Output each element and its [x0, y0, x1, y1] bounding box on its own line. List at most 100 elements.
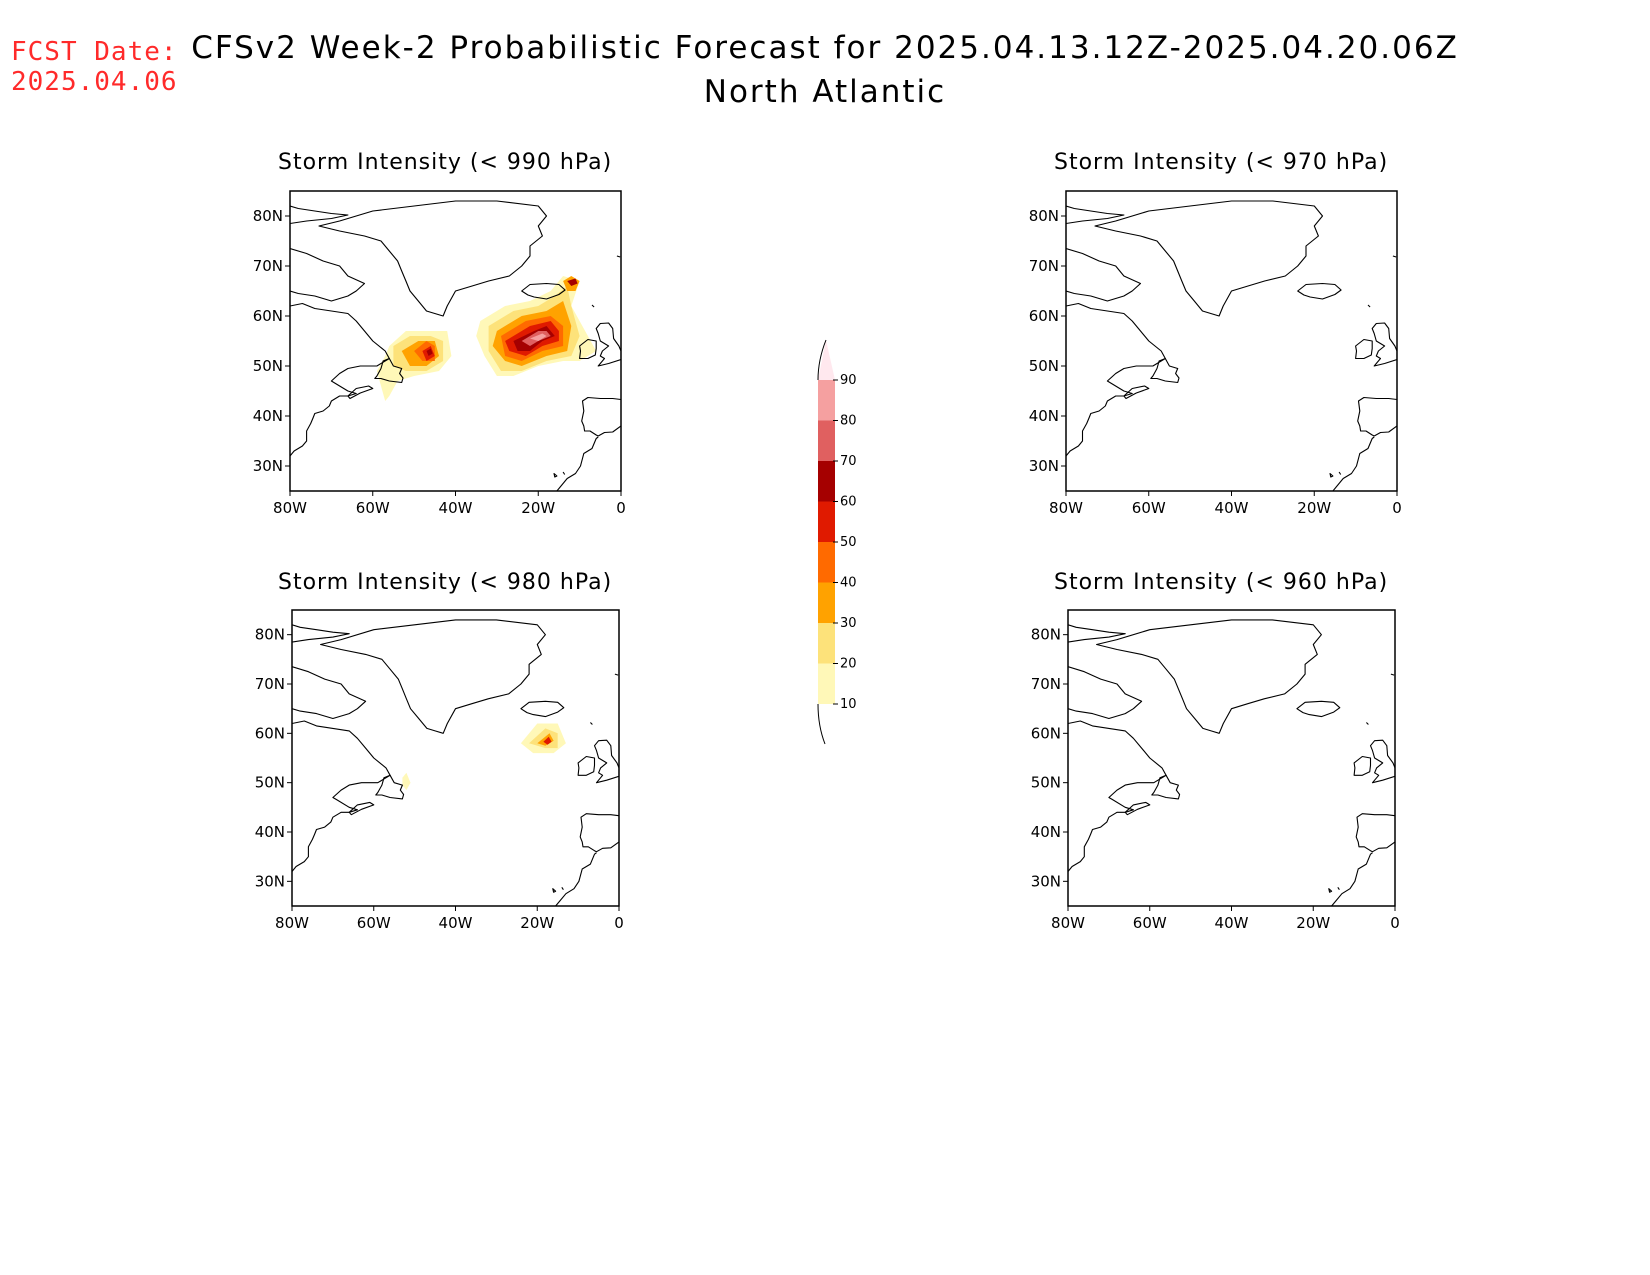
- lon-label: 40W: [439, 914, 473, 932]
- lat-label: 70N: [1029, 257, 1059, 275]
- lon-label: 40W: [439, 499, 473, 517]
- lon-label: 20W: [1296, 914, 1330, 932]
- map-content: [1068, 619, 1395, 906]
- lat-label: 30N: [1031, 872, 1061, 890]
- coastline-iceland: [521, 282, 566, 300]
- coastline-iceland: [520, 700, 565, 718]
- coastline-canary2: [1338, 471, 1342, 475]
- lat-label: 80N: [1029, 207, 1059, 225]
- coastline-novaScotia: [1124, 801, 1151, 816]
- lon-label: 60W: [1132, 499, 1166, 517]
- coastline-iceland: [1297, 282, 1342, 300]
- coastline-iberia: [1355, 813, 1395, 853]
- coastline-canary: [552, 888, 557, 893]
- colorbar-swatch-80: [818, 380, 835, 421]
- colorbar-lower-edge: [817, 703, 826, 745]
- coastline-novaScotia: [347, 385, 374, 400]
- probability-region-80: [530, 333, 547, 341]
- colorbar-label-50: 50: [840, 535, 857, 550]
- coastline-labrador: [1066, 302, 1166, 457]
- lat-label: 40N: [255, 823, 285, 841]
- colorbar-label-90: 90: [840, 373, 857, 388]
- colorbar-swatch-20: [818, 623, 835, 664]
- coastline-svalbardHint: [614, 673, 619, 676]
- coastline-faroe: [591, 304, 595, 308]
- coastline-svalbardHint: [616, 255, 621, 258]
- lat-label: 50N: [255, 774, 285, 792]
- coastline-baffin: [292, 666, 367, 720]
- colorbar-swatch-30: [818, 582, 835, 623]
- lon-label: 0: [614, 914, 624, 932]
- lat-label: 50N: [1029, 357, 1059, 375]
- colorbar-label-70: 70: [840, 454, 857, 469]
- colorbar-swatch-60: [818, 461, 835, 502]
- coastline-greenland: [320, 619, 546, 734]
- lon-label: 60W: [1133, 914, 1167, 932]
- coastline-britain: [1371, 322, 1397, 367]
- lon-label: 80W: [275, 914, 309, 932]
- coastline-ireland: [1355, 338, 1373, 360]
- coastline-africa: [556, 436, 599, 491]
- coastline-canary2: [1337, 886, 1340, 891]
- lon-label: 0: [1392, 499, 1402, 517]
- lat-label: 80N: [1031, 626, 1061, 644]
- forecast-date: FCST Date: 2025.04.06: [11, 37, 178, 97]
- lat-label: 60N: [253, 307, 283, 325]
- coastline-canary: [1329, 472, 1334, 478]
- coastline-newfoundland: [1150, 357, 1180, 384]
- colorbar-label-10: 10: [840, 697, 857, 712]
- map-content: [292, 619, 619, 906]
- coastline-northAmerica: [290, 205, 349, 225]
- coastline-northAmerica: [1066, 205, 1125, 225]
- coastline-northAmerica: [292, 624, 350, 643]
- lat-label: 30N: [1029, 457, 1059, 475]
- colorbar-lower-extension: [818, 704, 835, 744]
- coastline-britain: [595, 322, 621, 367]
- lon-label: 0: [616, 499, 626, 517]
- coastline-svalbardHint: [1392, 255, 1397, 258]
- coastline-labrador: [292, 720, 391, 872]
- coastline-africa: [555, 852, 597, 906]
- forecast-date-value: 2025.04.06: [11, 67, 178, 97]
- coastline-africa: [1331, 852, 1373, 906]
- lat-label: 70N: [255, 675, 285, 693]
- colorbar-upper-edge: [817, 339, 827, 381]
- coastline-baffin: [290, 247, 366, 302]
- colorbar-swatch-70: [818, 420, 835, 461]
- lon-label: 80W: [273, 499, 307, 517]
- coastline-baffin: [1066, 247, 1142, 302]
- coastline-newfoundland: [1151, 774, 1181, 800]
- lat-label: 80N: [253, 207, 283, 225]
- coastline-faroe: [590, 722, 593, 725]
- probability-region-50: [543, 736, 552, 745]
- coastline-canary: [553, 472, 558, 478]
- lat-label: 60N: [1031, 724, 1061, 742]
- lon-label: 80W: [1049, 499, 1083, 517]
- map-frame: [1067, 609, 1396, 907]
- coastline-iberia: [1357, 396, 1397, 437]
- coastline-labrador: [1068, 720, 1167, 872]
- coastline-greenland: [1096, 619, 1322, 734]
- lat-label: 70N: [253, 257, 283, 275]
- probability-region-60: [426, 348, 433, 356]
- coastline-canary2: [562, 471, 566, 475]
- coastline-northAmerica: [1068, 624, 1126, 643]
- coastline-novaScotia: [348, 801, 375, 816]
- title-line-2: North Atlantic: [703, 74, 947, 110]
- colorbar-swatch-40: [818, 542, 835, 583]
- coastline-ireland: [579, 338, 597, 360]
- coastline-labrador: [290, 302, 390, 457]
- panel-title-970: Storm Intensity (< 970 hPa): [1054, 150, 1389, 175]
- coastline-newfoundland: [374, 357, 404, 384]
- colorbar-label-20: 20: [840, 657, 857, 672]
- coastline-ireland: [1353, 755, 1372, 776]
- colorbar-label-40: 40: [840, 576, 857, 591]
- coastline-greenland: [318, 200, 548, 317]
- coastline-britain: [1369, 739, 1395, 784]
- lon-label: 20W: [521, 499, 555, 517]
- lat-label: 80N: [255, 626, 285, 644]
- coastline-ireland: [577, 755, 596, 776]
